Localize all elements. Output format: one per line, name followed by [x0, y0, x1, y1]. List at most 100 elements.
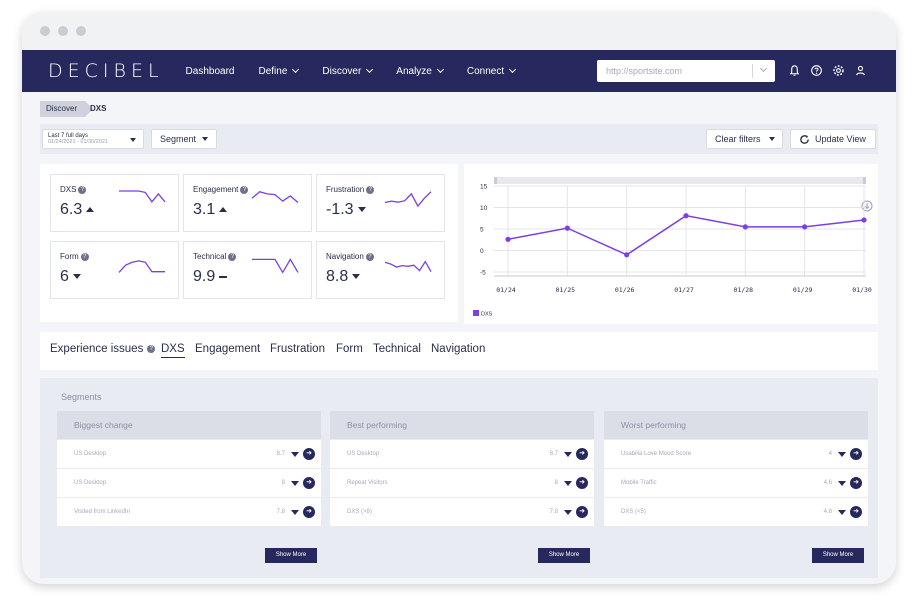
arrow-right-icon[interactable]: ➜ [303, 448, 315, 460]
dxs-chart-panel: 15 10 5 0 -5 01/24 01/25 01/26 01/27 01/28 01/29 01… [464, 164, 878, 324]
metric-label-text: Technical [193, 252, 227, 261]
nav-item-label: Connect [466, 65, 505, 77]
chevron-down-icon [366, 65, 374, 74]
metric-card-engagement[interactable]: Engagement? 3.1 [183, 174, 312, 232]
list-item[interactable]: US Desktop 8.7 ➜ [57, 440, 321, 468]
show-more-button[interactable]: Show More [538, 548, 590, 563]
list-item[interactable]: Mobile Traffic 4.6 ➜ [604, 469, 868, 497]
arrow-right-icon[interactable]: ➜ [576, 448, 588, 460]
tab-experience-issues[interactable]: Experience issues? [50, 343, 156, 355]
metric-value-text: 6.3 [60, 201, 83, 218]
nav-item-label: Define [258, 65, 288, 77]
nav-item-dashboard[interactable]: Dashboard [186, 66, 235, 77]
metric-label: Form? [60, 252, 89, 261]
refresh-icon [800, 135, 809, 144]
nav-item-analyze[interactable]: Analyze [396, 66, 444, 77]
metric-card-form[interactable]: Form? 6 [50, 241, 179, 299]
list-item[interactable]: Repeat Visitors 8 ➜ [330, 469, 594, 497]
arrow-right-icon[interactable]: ➜ [576, 506, 588, 518]
window-close-dot[interactable] [40, 26, 50, 36]
clear-filters-button[interactable]: Clear filters [706, 129, 783, 149]
metric-tabs: Experience issues? DXS Engagement Frustrati… [40, 332, 878, 370]
legend-label: DXS [481, 312, 493, 318]
tab-label: Experience issues [50, 343, 144, 355]
gear-icon[interactable] [832, 64, 845, 77]
help-icon[interactable]: ? [240, 185, 249, 194]
url-input[interactable]: http://sportsite.com [597, 60, 775, 82]
bell-icon[interactable] [788, 64, 801, 77]
tab-form[interactable]: Form [336, 343, 363, 355]
arrow-right-icon[interactable]: ➜ [576, 477, 588, 489]
tab-label: DXS [161, 343, 185, 355]
arrow-right-icon[interactable]: ➜ [303, 477, 315, 489]
list-item[interactable]: DXS (>8) 7.8 ➜ [330, 498, 594, 526]
arrow-right-icon[interactable]: ➜ [303, 506, 315, 518]
metric-card-frustration[interactable]: Frustration? -1.3 [316, 174, 445, 232]
browser-window: DECIBEL Dashboard Define Discover Analyz… [22, 12, 896, 584]
metric-label-text: Navigation [326, 252, 364, 261]
tab-navigation[interactable]: Navigation [431, 343, 485, 355]
tab-engagement[interactable]: Engagement [195, 343, 260, 355]
arrow-right-icon[interactable]: ➜ [850, 477, 862, 489]
range-handle-right [863, 177, 866, 184]
segment-name: Repeat Visitors [347, 480, 388, 486]
segments-title: Segments [61, 392, 102, 402]
nav-icons [788, 64, 867, 77]
list-item[interactable]: DXS (<5) 4.8 ➜ [604, 498, 868, 526]
download-icon[interactable] [861, 200, 873, 212]
arrow-right-icon[interactable]: ➜ [850, 506, 862, 518]
user-icon[interactable] [854, 64, 867, 77]
segment-column-title: Worst performing [604, 411, 868, 439]
metrics-panel: DXS? 6.3 Engagement? 3.1 Frustration? -1.3 For… [40, 164, 458, 322]
help-icon[interactable] [810, 64, 823, 77]
range-handle-left [494, 177, 497, 184]
segment-score: 4.6 [823, 480, 832, 486]
segment-score: 4.8 [823, 509, 832, 515]
window-maximize-dot[interactable] [76, 26, 86, 36]
update-view-button[interactable]: Update View [790, 129, 876, 149]
nav-item-define[interactable]: Define [258, 65, 300, 77]
arrow-right-icon[interactable]: ➜ [850, 448, 862, 460]
help-icon[interactable]: ? [228, 252, 237, 261]
tab-label: Form [336, 343, 363, 355]
metric-card-technical[interactable]: Technical? 9.9 [183, 241, 312, 299]
segment-dropdown[interactable]: Segment [151, 129, 217, 149]
help-icon[interactable]: ? [147, 344, 156, 353]
help-icon[interactable]: ? [366, 185, 375, 194]
segment-dropdown-label: Segment [160, 134, 197, 144]
metric-value-text: 6 [60, 268, 69, 285]
list-item[interactable]: US Desktop 8 ➜ [57, 469, 321, 497]
arrow-down-icon [564, 481, 572, 486]
segment-name: Mobile Traffic [621, 480, 657, 486]
metric-card-dxs[interactable]: DXS? 6.3 [50, 174, 179, 232]
date-range-dropdown[interactable]: Last 7 full days 01/24/2021 - 01/30/2021 [42, 129, 144, 149]
window-minimize-dot[interactable] [58, 26, 68, 36]
tab-technical[interactable]: Technical [373, 343, 421, 355]
chevron-down-icon[interactable] [759, 64, 768, 73]
y-tick-label: -5 [480, 270, 486, 277]
segment-score: 8.7 [549, 451, 558, 457]
sparkline-path [252, 258, 299, 274]
list-item[interactable]: Visited from LinkedIn 7.8 ➜ [57, 498, 321, 526]
x-tick-label: 01/30 [852, 286, 872, 294]
nav-item-connect[interactable]: Connect [466, 65, 517, 77]
help-icon[interactable]: ? [80, 252, 89, 261]
segment-score: 7.8 [276, 509, 285, 515]
nav-item-discover[interactable]: Discover [322, 65, 374, 77]
segment-column-title: Best performing [330, 411, 594, 439]
dash-icon [219, 276, 228, 278]
help-icon[interactable]: ? [78, 185, 87, 194]
tab-frustration[interactable]: Frustration [270, 343, 325, 355]
tab-dxs[interactable]: DXS [161, 343, 185, 358]
segment-name: Visited from LinkedIn [74, 509, 130, 515]
breadcrumb-parent[interactable]: Discover [40, 101, 94, 117]
list-item[interactable]: Usabilla Love Mood Score 4 ➜ [604, 440, 868, 468]
show-more-button[interactable]: Show More [265, 548, 317, 563]
arrow-down-icon [72, 274, 81, 280]
decibel-logo[interactable]: DECIBEL [48, 60, 164, 82]
help-icon[interactable]: ? [365, 252, 374, 261]
metric-card-navigation[interactable]: Navigation? 8.8 [316, 241, 445, 299]
list-item[interactable]: US Desktop 8.7 ➜ [330, 440, 594, 468]
show-more-button[interactable]: Show More [812, 548, 864, 563]
x-tick-label: 01/28 [734, 286, 754, 294]
